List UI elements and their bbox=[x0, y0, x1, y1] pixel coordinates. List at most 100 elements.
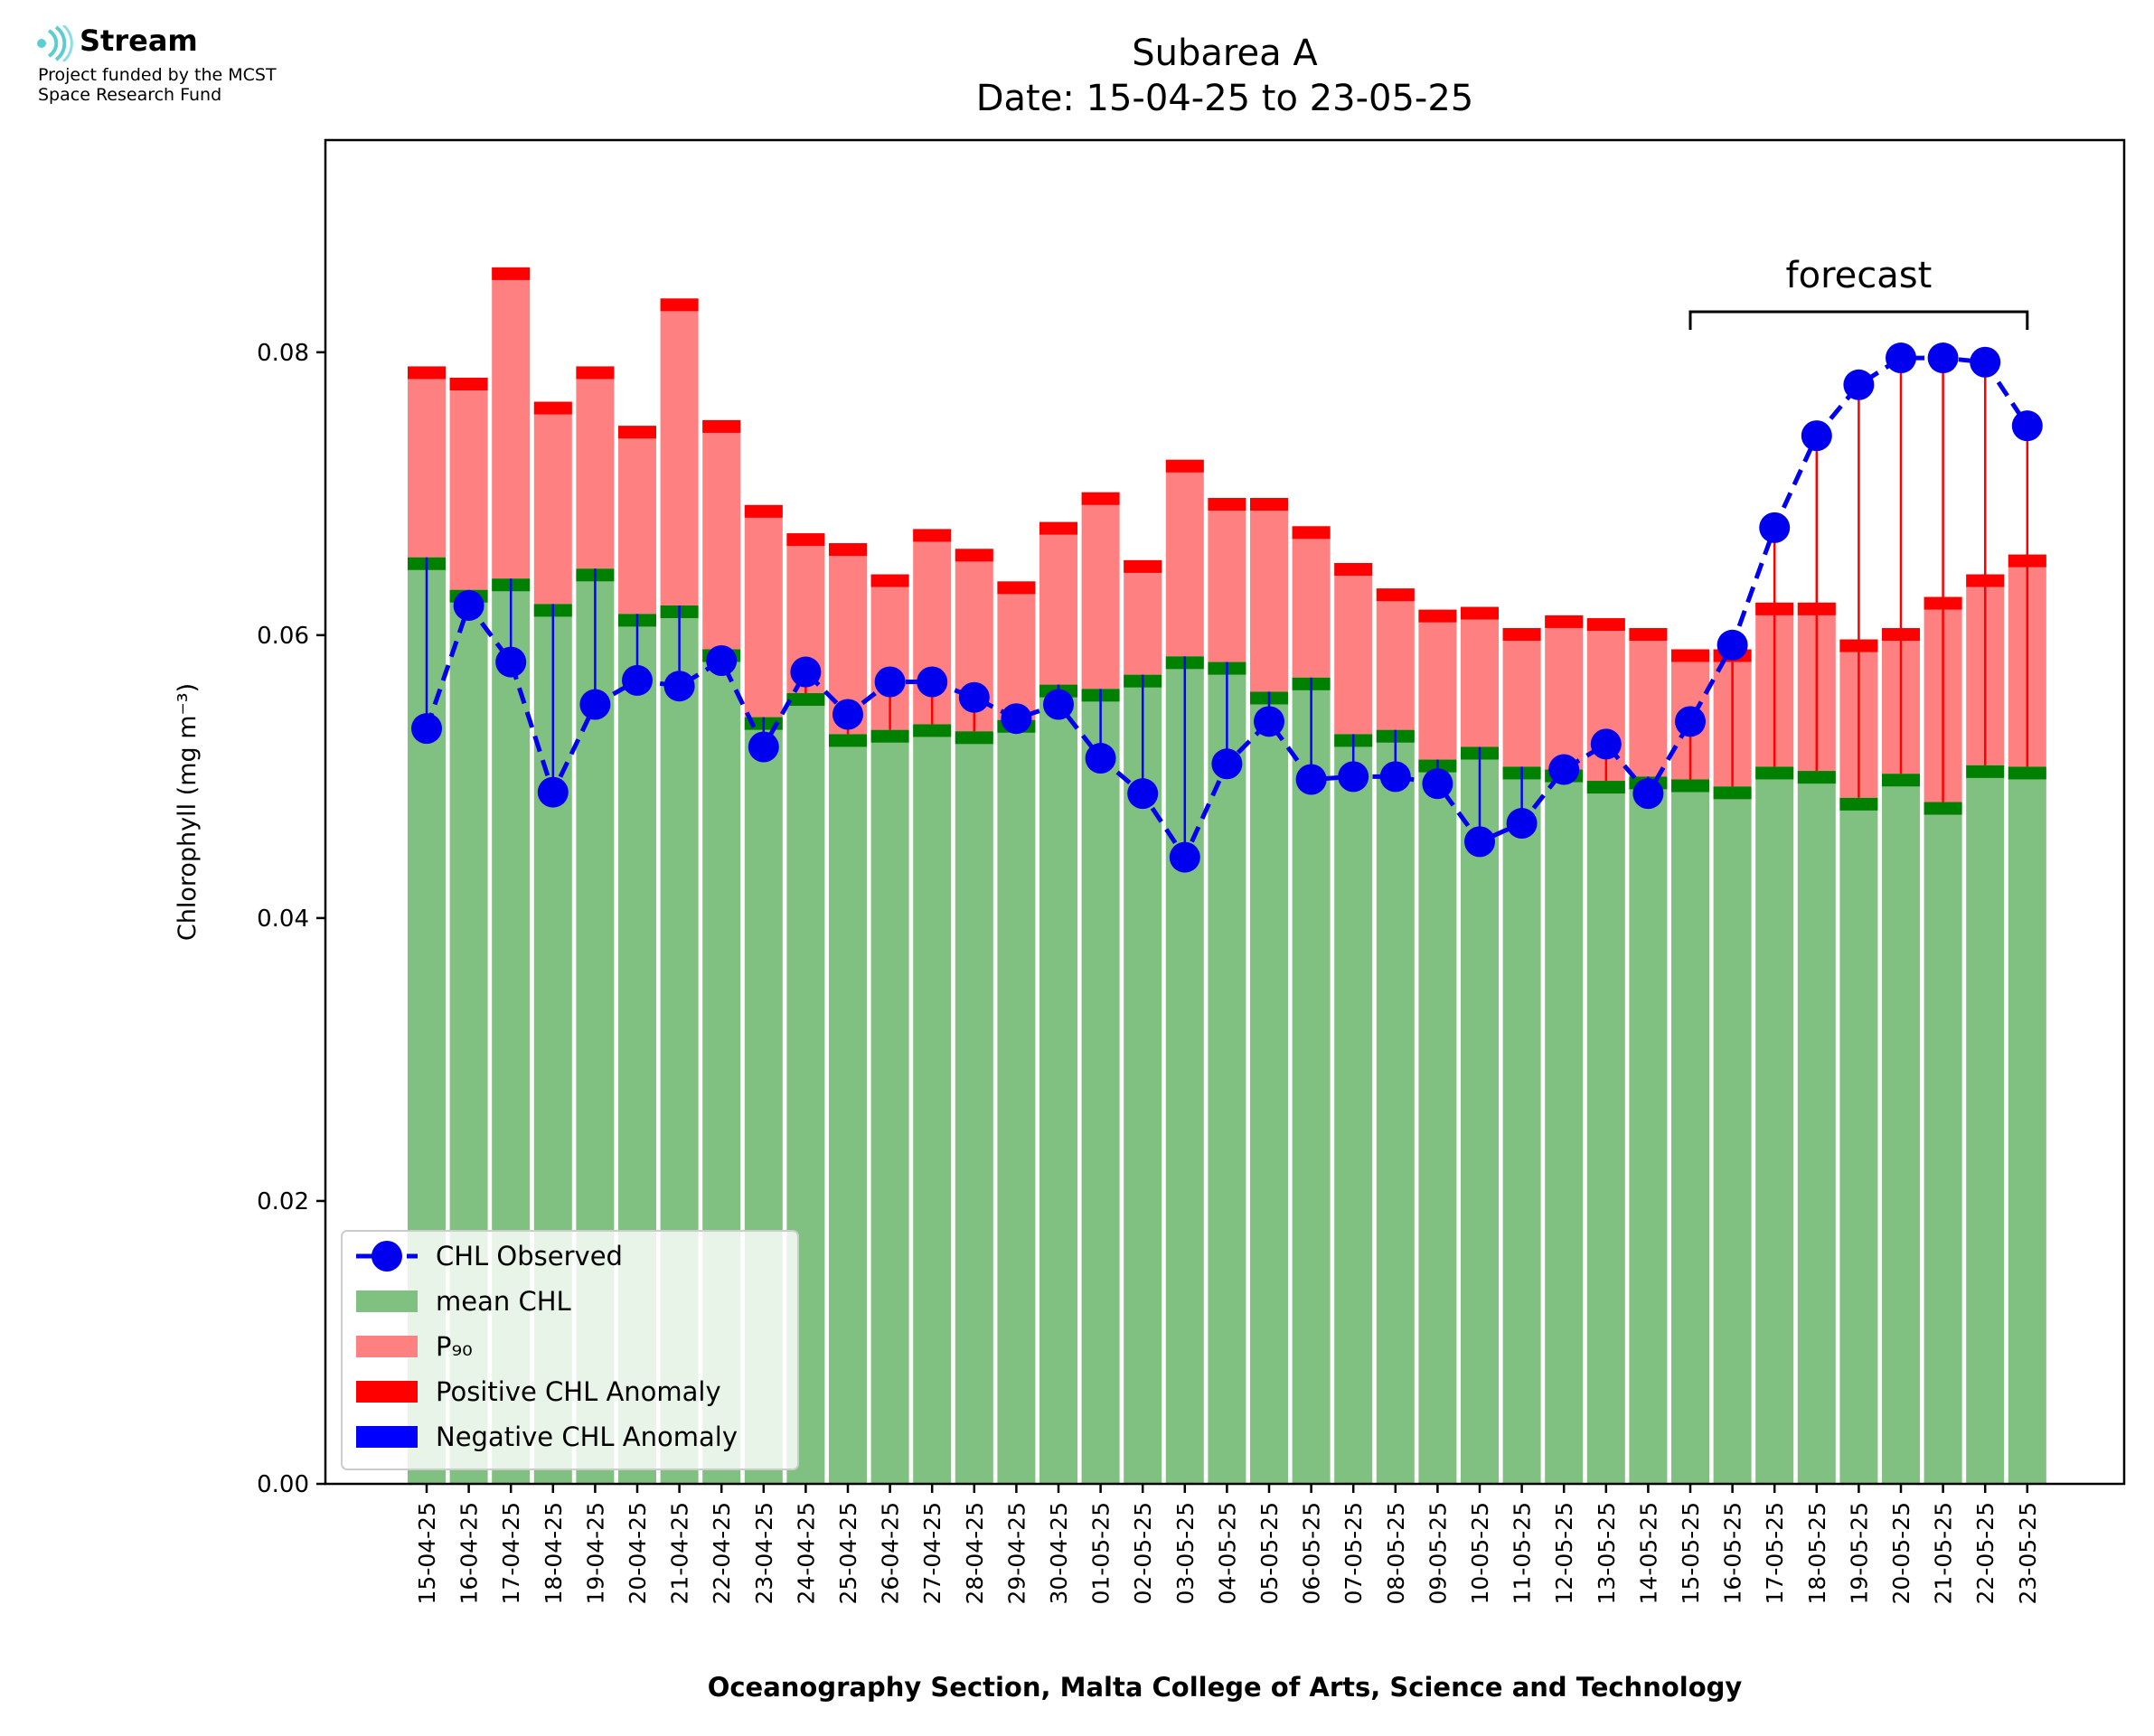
p90-cap bbox=[1081, 492, 1120, 505]
observed-point bbox=[958, 681, 990, 713]
mean-bar bbox=[1797, 771, 1836, 1484]
observed-point bbox=[832, 699, 863, 730]
observed-point bbox=[917, 666, 948, 698]
x-tick-label: 25-04-25 bbox=[835, 1502, 861, 1604]
p90-cap bbox=[660, 298, 699, 312]
legend-swatch bbox=[356, 1426, 418, 1448]
mean-bar bbox=[1924, 802, 1962, 1484]
x-tick-label: 15-05-25 bbox=[1678, 1502, 1704, 1604]
legend-box bbox=[341, 1230, 799, 1470]
x-tick-label: 17-04-25 bbox=[498, 1502, 524, 1604]
p90-bar bbox=[1208, 498, 1246, 662]
observed-point bbox=[1759, 511, 1791, 543]
mean-bar bbox=[2008, 766, 2046, 1484]
x-tick-label: 21-05-25 bbox=[1931, 1502, 1957, 1604]
observed-point bbox=[1801, 420, 1832, 452]
p90-cap bbox=[1124, 559, 1162, 573]
p90-cap bbox=[1376, 588, 1415, 602]
legend-label: CHL Observed bbox=[436, 1241, 623, 1272]
p90-cap bbox=[492, 267, 531, 280]
observed-point bbox=[706, 645, 738, 677]
mean-cap bbox=[1966, 765, 2005, 778]
observed-layer bbox=[411, 343, 2043, 873]
x-tick-label: 09-05-25 bbox=[1425, 1502, 1451, 1604]
p90-cap bbox=[1250, 498, 1288, 511]
observed-point bbox=[1169, 841, 1200, 873]
p90-cap bbox=[1502, 628, 1541, 642]
legend-label: P₉₀ bbox=[436, 1331, 473, 1362]
p90-cap bbox=[1418, 609, 1457, 623]
p90-bar bbox=[1418, 609, 1457, 760]
mean-bar bbox=[1882, 774, 1920, 1484]
p90-cap bbox=[1586, 618, 1625, 632]
observed-point bbox=[1127, 778, 1159, 810]
legend-label: mean CHL bbox=[436, 1286, 571, 1317]
observed-point bbox=[1590, 728, 1622, 760]
x-tick-label: 19-04-25 bbox=[582, 1502, 608, 1604]
observed-point bbox=[1548, 754, 1580, 785]
legend-swatch bbox=[356, 1336, 418, 1357]
p90-bar bbox=[744, 504, 783, 718]
mean-bar bbox=[1545, 769, 1584, 1484]
x-tick-label: 13-05-25 bbox=[1594, 1502, 1620, 1604]
y-axis-label: Chlorophyll (mg m⁻³) bbox=[174, 683, 202, 941]
mean-bar bbox=[1586, 781, 1625, 1484]
mean-bar bbox=[829, 734, 867, 1484]
x-tick-label: 08-05-25 bbox=[1383, 1502, 1409, 1604]
mean-bar bbox=[955, 731, 993, 1484]
y-tick-label: 0.08 bbox=[257, 340, 309, 367]
p90-cap bbox=[408, 366, 446, 380]
mean-bar bbox=[1966, 765, 2005, 1484]
p90-cap bbox=[576, 366, 615, 380]
mean-cap bbox=[1797, 771, 1836, 784]
observed-point bbox=[1211, 748, 1243, 780]
forecast-annotation: forecast bbox=[1688, 255, 2029, 330]
mean-bar bbox=[1376, 729, 1415, 1484]
mean-bar bbox=[1629, 776, 1668, 1484]
stream-logo: Stream Project funded by the MCST Space … bbox=[34, 23, 414, 123]
x-tick-label: 24-04-25 bbox=[793, 1502, 819, 1604]
mean-bar bbox=[1671, 779, 1709, 1484]
p90-cap bbox=[1545, 615, 1584, 628]
legend-label: Negative CHL Anomaly bbox=[436, 1422, 738, 1452]
x-tick-label: 12-05-25 bbox=[1551, 1502, 1577, 1604]
x-tick-label: 19-05-25 bbox=[1846, 1502, 1872, 1604]
x-tick-label: 30-04-25 bbox=[1046, 1502, 1072, 1604]
x-tick-label: 07-05-25 bbox=[1340, 1502, 1367, 1604]
x-tick-label: 01-05-25 bbox=[1088, 1502, 1115, 1604]
mean-bar bbox=[913, 724, 952, 1484]
p90-cap bbox=[618, 426, 656, 439]
observed-point bbox=[411, 713, 442, 745]
x-tick-label: 21-04-25 bbox=[667, 1502, 693, 1604]
observed-point bbox=[1422, 768, 1453, 800]
x-tick-label: 17-05-25 bbox=[1762, 1502, 1788, 1604]
observed-point bbox=[790, 656, 822, 688]
observed-point bbox=[663, 671, 695, 702]
p90-bar bbox=[1165, 459, 1204, 657]
p90-bar bbox=[1461, 606, 1499, 747]
mean-cap bbox=[1882, 774, 1920, 787]
mean-cap bbox=[913, 724, 952, 737]
mean-cap bbox=[955, 731, 993, 745]
p90-bar bbox=[1250, 498, 1288, 692]
observed-point bbox=[622, 664, 653, 696]
observed-point bbox=[1506, 808, 1538, 840]
x-tick-label: 26-04-25 bbox=[878, 1502, 904, 1604]
plot-frame bbox=[324, 138, 2126, 1486]
mean-bar bbox=[1839, 797, 1878, 1484]
mean-bar bbox=[1208, 662, 1246, 1484]
x-tick-label: 11-05-25 bbox=[1510, 1502, 1536, 1604]
p90-bar bbox=[1124, 559, 1162, 675]
y-tick-label: 0.02 bbox=[257, 1188, 309, 1215]
p90-cap bbox=[870, 574, 909, 587]
p90-bar bbox=[533, 401, 572, 605]
p90-cap bbox=[1208, 498, 1246, 511]
x-tick-label: 06-05-25 bbox=[1299, 1502, 1325, 1604]
legend-observed-marker bbox=[372, 1241, 402, 1272]
mean-bar bbox=[1039, 684, 1077, 1484]
mean-cap bbox=[829, 734, 867, 747]
observed-point bbox=[748, 731, 779, 763]
observed-point bbox=[1843, 369, 1875, 400]
funding-line-2: Space Research Fund bbox=[38, 85, 222, 105]
y-tick-label: 0.06 bbox=[257, 623, 309, 650]
